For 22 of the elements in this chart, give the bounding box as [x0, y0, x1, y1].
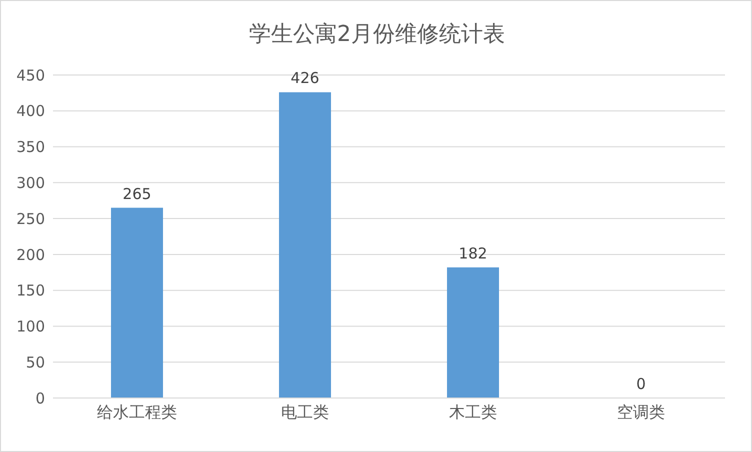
bar — [279, 92, 331, 398]
x-tick-label: 给水工程类 — [97, 402, 177, 422]
chart-title: 学生公寓2月份维修统计表 — [248, 21, 506, 49]
x-tick-label: 电工类 — [281, 402, 329, 422]
y-tick-label: 50 — [26, 353, 45, 372]
y-tick-label: 150 — [16, 282, 45, 300]
data-label: 182 — [458, 244, 488, 262]
data-label: 0 — [636, 375, 646, 393]
bar — [447, 267, 499, 398]
y-tick-label: 250 — [16, 210, 45, 228]
y-tick-label: 350 — [16, 138, 45, 156]
y-tick-label: 0 — [35, 389, 45, 408]
y-tick-label: 400 — [16, 102, 45, 120]
y-tick-label: 450 — [16, 66, 45, 84]
bar — [111, 208, 163, 398]
x-tick-label: 空调类 — [617, 402, 665, 422]
x-tick-label: 木工类 — [449, 402, 497, 422]
y-tick-label: 200 — [16, 246, 45, 264]
y-tick-label: 100 — [16, 318, 45, 336]
data-label: 265 — [122, 184, 152, 203]
y-tick-label: 300 — [16, 174, 45, 192]
data-label: 426 — [290, 69, 320, 88]
